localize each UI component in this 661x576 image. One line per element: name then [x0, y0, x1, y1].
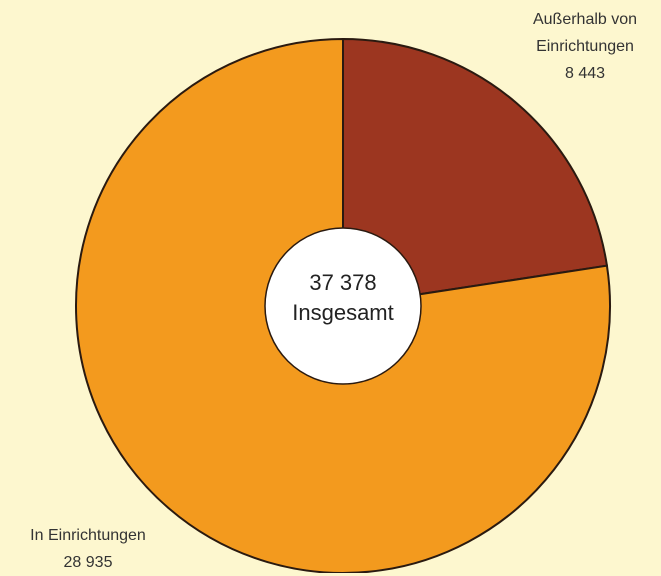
center-label: 37 378 Insgesamt [265, 268, 421, 328]
slice-name: In Einrichtungen [30, 527, 146, 544]
slice-label: In Einrichtungen 28 935 [8, 522, 168, 576]
slice-value: 28 935 [63, 554, 113, 571]
slice-name: Außerhalb von Einrichtungen [532, 11, 638, 55]
pie-slice [342, 37, 609, 308]
total-name: Insgesamt [292, 300, 394, 325]
total-value: 37 378 [309, 270, 377, 295]
center-circle [264, 227, 422, 385]
slice-label: Außerhalb von Einrichtungen 8 443 [505, 6, 661, 87]
slice-value: 8 443 [564, 65, 606, 82]
